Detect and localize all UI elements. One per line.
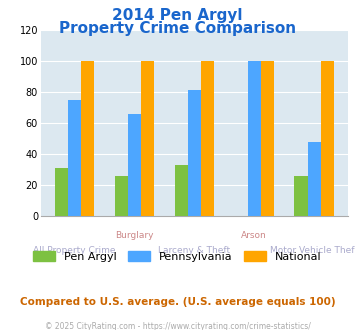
Bar xyxy=(201,61,214,216)
Bar xyxy=(307,142,321,216)
Text: Arson: Arson xyxy=(241,231,267,240)
Text: Burglary: Burglary xyxy=(115,231,154,240)
Text: Property Crime Comparison: Property Crime Comparison xyxy=(59,21,296,36)
Bar xyxy=(175,165,188,216)
Text: All Property Crime: All Property Crime xyxy=(33,246,116,255)
Bar xyxy=(115,176,128,216)
Bar xyxy=(141,61,154,216)
Text: Larceny & Theft: Larceny & Theft xyxy=(158,246,230,255)
Bar xyxy=(248,61,261,216)
Bar xyxy=(188,90,201,216)
Text: © 2025 CityRating.com - https://www.cityrating.com/crime-statistics/: © 2025 CityRating.com - https://www.city… xyxy=(45,322,310,330)
Bar xyxy=(128,114,141,216)
Bar xyxy=(261,61,274,216)
Text: 2014 Pen Argyl: 2014 Pen Argyl xyxy=(112,8,243,23)
Bar xyxy=(294,176,307,216)
Bar xyxy=(55,168,68,216)
Legend: Pen Argyl, Pennsylvania, National: Pen Argyl, Pennsylvania, National xyxy=(29,247,326,267)
Bar xyxy=(321,61,334,216)
Bar xyxy=(68,100,81,216)
Text: Compared to U.S. average. (U.S. average equals 100): Compared to U.S. average. (U.S. average … xyxy=(20,297,335,307)
Text: Motor Vehicle Theft: Motor Vehicle Theft xyxy=(270,246,355,255)
Bar xyxy=(81,61,94,216)
